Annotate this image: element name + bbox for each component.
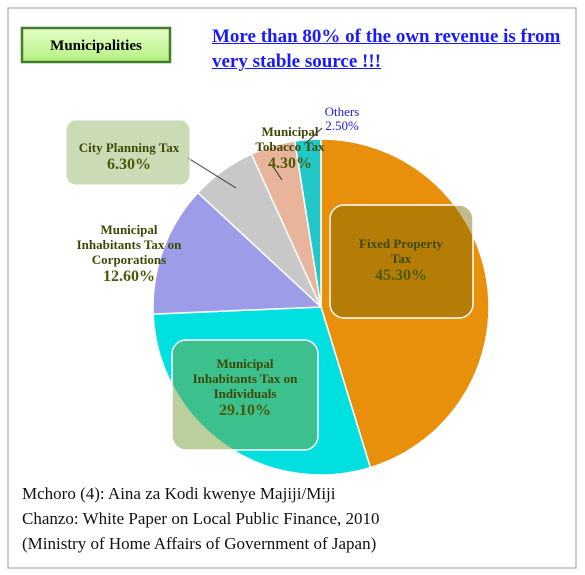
badge: Municipalities [50, 38, 142, 54]
pie-slice [293, 138, 322, 308]
label-box [329, 204, 474, 319]
footer-line: (Ministry of Home Affairs of Government … [22, 534, 377, 553]
value-label: 4.30% [268, 155, 312, 172]
slice-label: Others 2.50% [312, 104, 372, 133]
label-box [65, 119, 191, 186]
category-name: Others [324, 104, 360, 119]
pie-slice [320, 138, 490, 469]
slice-label: Municipal Inhabitants Tax on Corporation… [72, 222, 186, 286]
slice-label: City Planning Tax 6.30% [62, 140, 196, 174]
category-name: Fixed Property Tax [359, 236, 443, 266]
leader-line [271, 164, 283, 181]
pie-slice [152, 191, 323, 315]
category-name: Municipal Inhabitants Tax on Individuals [192, 356, 298, 401]
slice-label: Municipal Inhabitants Tax on Individuals… [190, 356, 300, 420]
leader-line [305, 127, 323, 144]
slice-label: Fixed Property Tax 45.30% [351, 236, 451, 285]
footer-line: Mchoro (4): Aina za Kodi kwenye Majiji/M… [22, 484, 336, 503]
value-label: 2.50% [325, 118, 359, 133]
frame [7, 7, 577, 569]
headline: More than 80% of the own revenue is from… [212, 26, 561, 72]
category-name: City Planning Tax [78, 140, 180, 155]
value-label: 6.30% [107, 156, 151, 173]
footer-line: Chanzo: White Paper on Local Public Fina… [22, 509, 380, 528]
value-label: 12.60% [103, 268, 155, 285]
value-label: 45.30% [375, 267, 427, 284]
badge-box [20, 26, 172, 64]
leader-line [187, 157, 237, 189]
category-name: Municipal Inhabitants Tax on Corporation… [76, 222, 182, 267]
slice-label: Municipal Tobacco Tax 4.30% [248, 124, 332, 173]
value-label: 29.10% [219, 402, 271, 419]
label-box [171, 339, 319, 451]
category-name: Municipal Tobacco Tax [255, 124, 325, 154]
